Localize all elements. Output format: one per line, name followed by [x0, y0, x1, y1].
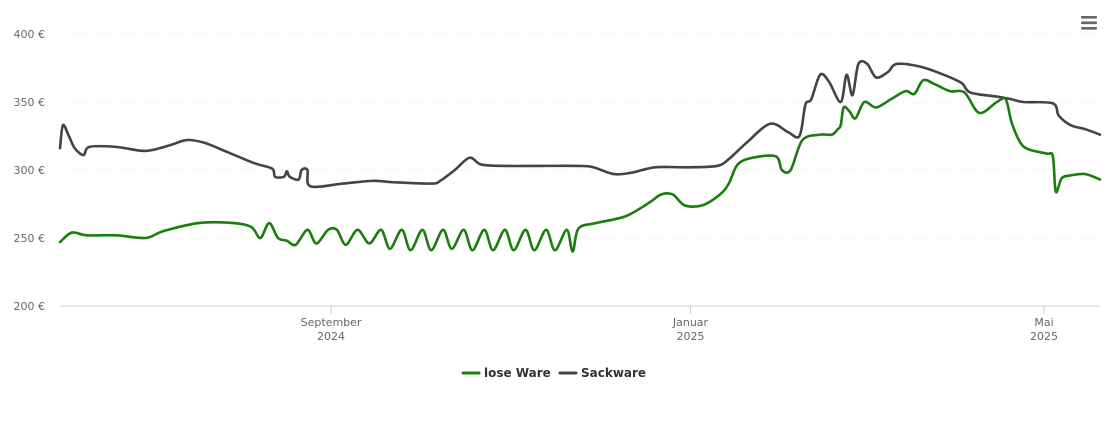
chart-menu-button[interactable] [1080, 15, 1098, 31]
y-axis-ticks: 200 € 250 € 300 € 350 € 400 € [14, 28, 46, 313]
series-line-lose-ware[interactable] [58, 78, 1102, 253]
y-tick-label: 350 € [14, 96, 46, 109]
legend-item-lose-ware[interactable]: lose Ware [461, 366, 551, 380]
x-tick-label-month: September [301, 316, 362, 329]
legend: lose Ware Sackware [461, 366, 646, 380]
x-tick-label-month: Mai [1034, 316, 1053, 329]
series-lines [58, 59, 1102, 253]
y-tick-label: 200 € [14, 300, 46, 313]
y-tick-label: 250 € [14, 232, 46, 245]
hamburger-menu-icon [1081, 16, 1097, 30]
legend-item-sackware[interactable]: Sackware [558, 366, 646, 380]
y-tick-label: 400 € [14, 28, 46, 41]
x-tick-label-month: Januar [672, 316, 709, 329]
legend-label: lose Ware [484, 366, 551, 380]
y-tick-label: 300 € [14, 164, 46, 177]
grid-lines [60, 33, 1100, 239]
legend-label: Sackware [581, 366, 646, 380]
x-tick-label-year: 2025 [676, 330, 704, 343]
x-tick-label-year: 2025 [1030, 330, 1058, 343]
series-line-sackware[interactable] [58, 59, 1102, 189]
x-tick-label-year: 2024 [317, 330, 345, 343]
